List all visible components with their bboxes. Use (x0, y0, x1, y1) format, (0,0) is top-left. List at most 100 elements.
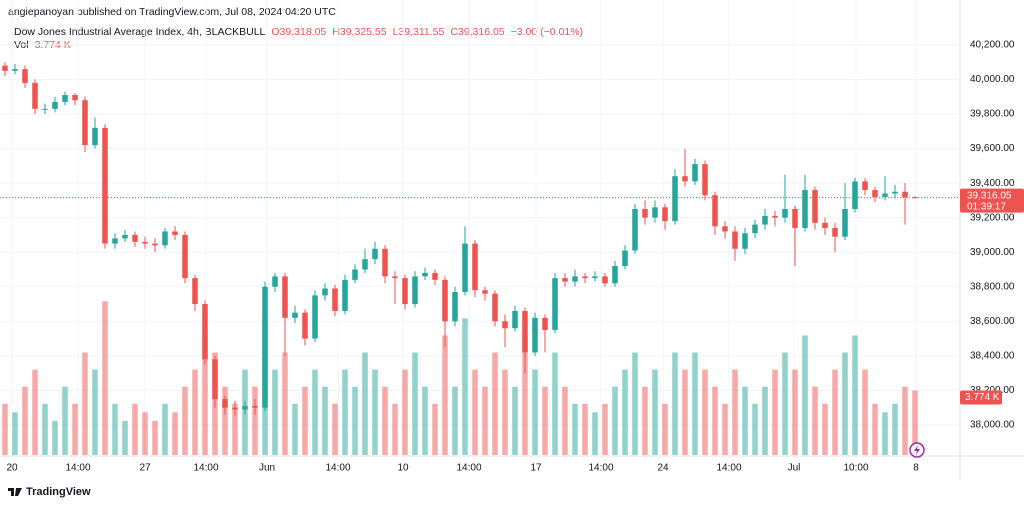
candle-body (752, 224, 758, 234)
volume-bar (182, 386, 188, 455)
volume-tag (960, 390, 1002, 405)
legend-close: C39,316.05 (450, 26, 504, 38)
candle-body (352, 269, 358, 280)
candle-body (22, 69, 28, 83)
candle-body (432, 272, 438, 280)
candle-body (412, 276, 418, 305)
volume-bar (32, 369, 38, 455)
volume-bar (252, 386, 258, 455)
volume-bar (552, 352, 558, 455)
candle-body (522, 310, 528, 353)
volume-bar (522, 335, 528, 455)
candle-body (692, 164, 698, 182)
y-tick-label: 38,400.00 (970, 350, 1015, 361)
x-tick-label: 27 (139, 463, 151, 474)
candle-body (552, 278, 558, 330)
candle-body (812, 190, 818, 223)
volume-bar (572, 403, 578, 455)
y-tick-label: 38,000.00 (970, 420, 1015, 431)
candle-body (682, 176, 688, 182)
candle-body (662, 207, 668, 222)
volume-bar (122, 420, 128, 455)
candle-body (2, 65, 8, 71)
candle-body (632, 209, 638, 251)
volume-bar (852, 335, 858, 455)
candle-body (362, 259, 368, 270)
volume-bar (222, 386, 228, 455)
candle-body (382, 248, 388, 277)
y-tick-label: 39,400.00 (970, 178, 1015, 189)
volume-bar (22, 386, 28, 455)
candle-body (82, 100, 88, 146)
candle-body (842, 209, 848, 237)
volume-bar (282, 352, 288, 455)
volume-bar (312, 369, 318, 455)
y-tick-label: 38,200.00 (970, 385, 1015, 396)
candle-body (322, 288, 328, 296)
volume-bar (12, 412, 18, 455)
candle-body (772, 215, 778, 218)
candle-body (872, 190, 878, 197)
volume-bar (112, 403, 118, 455)
volume-bar (822, 403, 828, 455)
volume-bar (812, 386, 818, 455)
y-tick-label: 39,200.00 (970, 212, 1015, 223)
x-tick-label: 10 (397, 463, 409, 474)
candle-body (422, 272, 428, 277)
candle-body (142, 241, 148, 244)
volume-bar (742, 386, 748, 455)
volume-bar (642, 386, 648, 455)
volume-bar (82, 352, 88, 455)
candle-body (892, 191, 898, 194)
volume-bar (562, 386, 568, 455)
volume-tag-label: 3.774 K (965, 392, 1000, 403)
volume-bar (602, 403, 608, 455)
volume-bar (462, 318, 468, 455)
legend: Dow Jones Industrial Average Index, 4h, … (14, 26, 583, 38)
volume-bar (372, 369, 378, 455)
legend-title: Dow Jones Industrial Average Index, 4h, … (14, 26, 266, 38)
candle-body (642, 209, 648, 218)
volume-bar (442, 335, 448, 455)
volume-bar (412, 352, 418, 455)
volume-bar (512, 386, 518, 455)
candle-body (832, 228, 838, 237)
candle-body (242, 405, 248, 410)
candle-body (442, 279, 448, 322)
volume-bar (192, 369, 198, 455)
y-tick-label: 38,600.00 (970, 316, 1015, 327)
candle-body (472, 243, 478, 291)
alert-bolt (914, 445, 920, 455)
volume-bar (362, 352, 368, 455)
candle-body (172, 231, 178, 235)
candle-body (202, 304, 208, 360)
candle-body (62, 95, 68, 102)
x-tick-label: 24 (657, 463, 669, 474)
candle-body (92, 127, 98, 146)
x-tick-label: Jun (259, 463, 275, 474)
volume-bar (352, 386, 358, 455)
candle-body (852, 181, 858, 210)
volume-bar (712, 386, 718, 455)
candle-body (252, 405, 258, 408)
candle-body (192, 278, 198, 305)
volume-bar (622, 369, 628, 455)
volume-bar (912, 390, 918, 455)
candle-body (122, 234, 128, 239)
volume-bar (132, 403, 138, 455)
volume-bar (532, 369, 538, 455)
candle-body (732, 231, 738, 249)
volume-bar (772, 369, 778, 455)
volume-bar (872, 403, 878, 455)
candle-body (162, 231, 168, 246)
volume-bar (892, 403, 898, 455)
volume-bar (722, 403, 728, 455)
candle-body (152, 243, 158, 246)
x-tick-label: 20 (6, 463, 18, 474)
candle-body (312, 295, 318, 339)
candle-body (222, 399, 228, 408)
candle-body (542, 317, 548, 330)
volume-bar (172, 412, 178, 455)
volume-bar (102, 301, 108, 455)
candle-body (462, 243, 468, 292)
